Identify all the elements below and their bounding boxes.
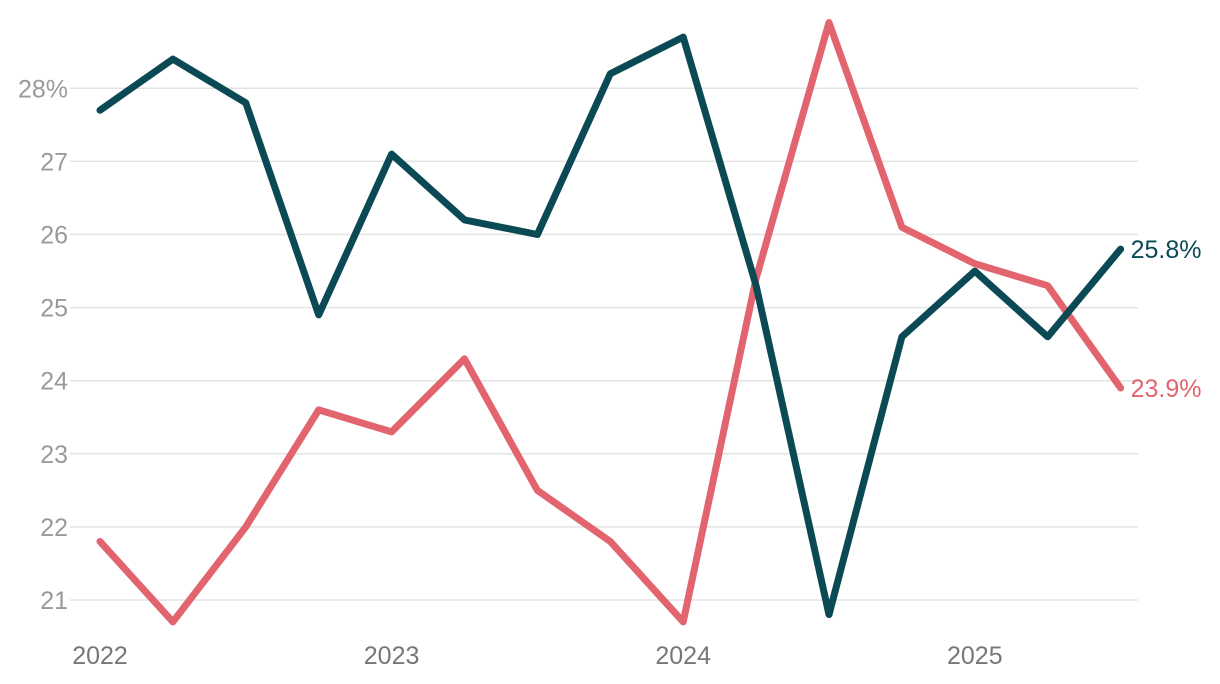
y-axis-ticks: 21 22 23 24 25 26 27 28% [18, 75, 68, 615]
y-tick-label: 25 [40, 295, 68, 323]
y-tick-label: 24 [40, 368, 68, 396]
series-line-2 [96, 19, 1125, 626]
y-tick-label: 27 [40, 148, 68, 176]
y-tick-label: 21 [40, 587, 68, 615]
y-tick-label: 26 [40, 222, 68, 250]
series-end-label-2: 23.9% [1131, 375, 1202, 403]
series-lines [96, 19, 1125, 626]
series-end-label-1: 25.8% [1131, 236, 1202, 264]
x-tick-label: 2024 [655, 642, 711, 670]
x-axis-ticks: 2022 2023 2024 2025 [72, 642, 1002, 670]
x-tick-label: 2025 [947, 642, 1003, 670]
end-labels: 25.8% 23.9% [1131, 236, 1202, 403]
series-line-1 [96, 33, 1125, 619]
y-tick-label: 23 [40, 441, 68, 469]
x-tick-label: 2023 [364, 642, 420, 670]
y-tick-label: 28% [18, 75, 68, 103]
x-tick-label: 2022 [72, 642, 128, 670]
y-tick-label: 22 [40, 514, 68, 542]
gridlines [70, 87, 1138, 601]
